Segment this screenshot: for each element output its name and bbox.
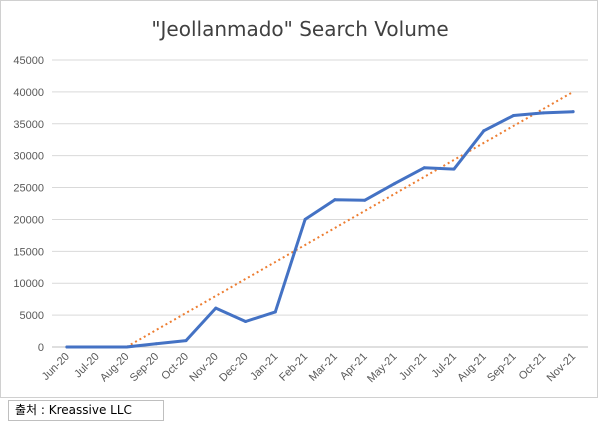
x-tick-label: Nov-20: [187, 351, 221, 385]
x-tick-label: Mar-21: [307, 351, 340, 384]
data-point: [303, 217, 307, 221]
data-point: [65, 345, 69, 349]
x-tick-label: Aug-20: [98, 351, 132, 385]
y-tick-label: 25000: [13, 183, 44, 195]
x-tick-label: Aug-21: [455, 351, 489, 385]
data-point: [392, 182, 396, 186]
data-point: [184, 339, 188, 343]
x-tick-label: Oct-21: [517, 351, 549, 383]
y-tick-label: 45000: [13, 55, 44, 67]
x-tick-label: Oct-20: [159, 351, 191, 383]
data-point: [452, 167, 456, 171]
series-line: [65, 110, 575, 349]
data-point: [541, 111, 545, 115]
x-tick-label: Nov-21: [545, 351, 579, 385]
data-point: [571, 110, 575, 114]
data-point: [244, 319, 248, 323]
source-note: 출처 : Kreassive LLC: [8, 400, 164, 421]
y-tick-label: 20000: [13, 214, 44, 226]
y-tick-label: 40000: [13, 87, 44, 99]
data-point: [154, 342, 158, 346]
data-point: [273, 310, 277, 314]
data-point: [363, 198, 367, 202]
y-tick-label: 35000: [13, 119, 44, 131]
y-tick-label: 0: [38, 342, 44, 354]
x-tick-label: Jan-21: [248, 351, 280, 383]
y-tick-label: 15000: [13, 246, 44, 258]
data-point: [124, 345, 128, 349]
data-point: [482, 129, 486, 133]
y-tick-label: 30000: [13, 151, 44, 163]
x-tick-label: Sep-20: [128, 351, 162, 385]
x-tick-label: Jun-20: [40, 351, 72, 383]
data-point: [512, 113, 516, 117]
line-chart: "Jeollanmado" Search Volume 0 5000 10000 15…: [13, 17, 588, 385]
data-point: [214, 306, 218, 310]
x-tick-label: Feb-21: [277, 351, 310, 384]
x-tick-label: Sep-21: [485, 351, 519, 385]
trendline: [125, 91, 574, 348]
x-tick-label: May-21: [365, 351, 399, 385]
data-point: [333, 198, 337, 202]
x-tick-label: Jun-21: [397, 351, 429, 383]
y-tick-label: 5000: [20, 310, 44, 322]
y-tick-label: 10000: [13, 278, 44, 290]
x-tick-label: Dec-20: [217, 351, 251, 385]
data-point: [95, 345, 99, 349]
chart-title: "Jeollanmado" Search Volume: [151, 17, 448, 41]
chart-area: [0, 0, 598, 398]
data-point: [422, 166, 426, 170]
